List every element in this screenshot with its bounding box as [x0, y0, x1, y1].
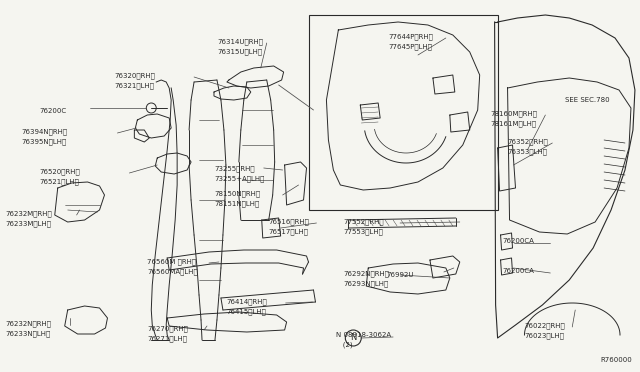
- Text: 76517〈LH〉: 76517〈LH〉: [269, 228, 308, 235]
- Text: 76315U〈LH〉: 76315U〈LH〉: [217, 48, 262, 55]
- Text: 78160M〈RH〉: 78160M〈RH〉: [491, 110, 538, 116]
- Text: 76023〈LH〉: 76023〈LH〉: [524, 332, 564, 339]
- Text: N 08918-3062A: N 08918-3062A: [337, 332, 392, 338]
- Text: 77644P〈RH〉: 77644P〈RH〉: [388, 33, 433, 39]
- Text: 76560M 〈RH〉: 76560M 〈RH〉: [147, 258, 196, 264]
- Text: 76395N〈LH〉: 76395N〈LH〉: [22, 138, 67, 145]
- Text: 76270〈RH〉: 76270〈RH〉: [147, 325, 188, 331]
- Text: 76232N〈RH〉: 76232N〈RH〉: [5, 320, 51, 327]
- Text: 76293N〈LH〉: 76293N〈LH〉: [343, 280, 388, 286]
- Text: 77552〈RH〉: 77552〈RH〉: [343, 218, 384, 225]
- Text: 78161M〈LH〉: 78161M〈LH〉: [491, 120, 537, 126]
- Text: 76394N〈RH〉: 76394N〈RH〉: [22, 128, 68, 135]
- Text: 73255+A〈LH〉: 73255+A〈LH〉: [214, 175, 264, 182]
- Text: 76320〈RH〉: 76320〈RH〉: [115, 72, 156, 78]
- Text: 76352〈RH〉: 76352〈RH〉: [508, 138, 548, 145]
- Text: 76233M〈LH〉: 76233M〈LH〉: [5, 220, 51, 227]
- Text: 76560MA〈LH〉: 76560MA〈LH〉: [147, 268, 198, 275]
- Text: 76521〈LH〉: 76521〈LH〉: [40, 178, 80, 185]
- Text: 76200C: 76200C: [40, 108, 67, 114]
- Text: 76992U: 76992U: [386, 272, 413, 278]
- Text: 76292N〈RH〉: 76292N〈RH〉: [343, 270, 389, 277]
- Text: (2): (2): [337, 342, 353, 349]
- Text: 77645P〈LH〉: 77645P〈LH〉: [388, 43, 432, 49]
- Text: N: N: [350, 334, 356, 343]
- Text: 76200CA: 76200CA: [502, 238, 534, 244]
- Text: 76414〈RH〉: 76414〈RH〉: [227, 298, 268, 305]
- Text: SEE SEC.780: SEE SEC.780: [565, 97, 610, 103]
- Text: 76516〈RH〉: 76516〈RH〉: [269, 218, 310, 225]
- Text: 76415〈LH〉: 76415〈LH〉: [227, 308, 267, 315]
- Text: 78150N〈RH〉: 78150N〈RH〉: [214, 190, 260, 197]
- Text: 76022〈RH〉: 76022〈RH〉: [524, 322, 565, 328]
- Text: 77553〈LH〉: 77553〈LH〉: [343, 228, 383, 235]
- Text: 76314U〈RH〉: 76314U〈RH〉: [217, 38, 263, 45]
- Text: 76233N〈LH〉: 76233N〈LH〉: [5, 330, 50, 337]
- Text: R760000: R760000: [600, 357, 632, 363]
- Text: 76271〈LH〉: 76271〈LH〉: [147, 335, 188, 341]
- Text: 76321〈LH〉: 76321〈LH〉: [115, 82, 154, 89]
- Text: 76353〈LH〉: 76353〈LH〉: [508, 148, 548, 155]
- Text: 76200CA: 76200CA: [502, 268, 534, 274]
- Text: 78151N〈LH〉: 78151N〈LH〉: [214, 200, 259, 206]
- Text: 73255〈RH〉: 73255〈RH〉: [214, 165, 255, 171]
- Text: 76520〈RH〉: 76520〈RH〉: [40, 168, 81, 174]
- Bar: [308, 15, 497, 210]
- Text: 76232M〈RH〉: 76232M〈RH〉: [5, 210, 52, 217]
